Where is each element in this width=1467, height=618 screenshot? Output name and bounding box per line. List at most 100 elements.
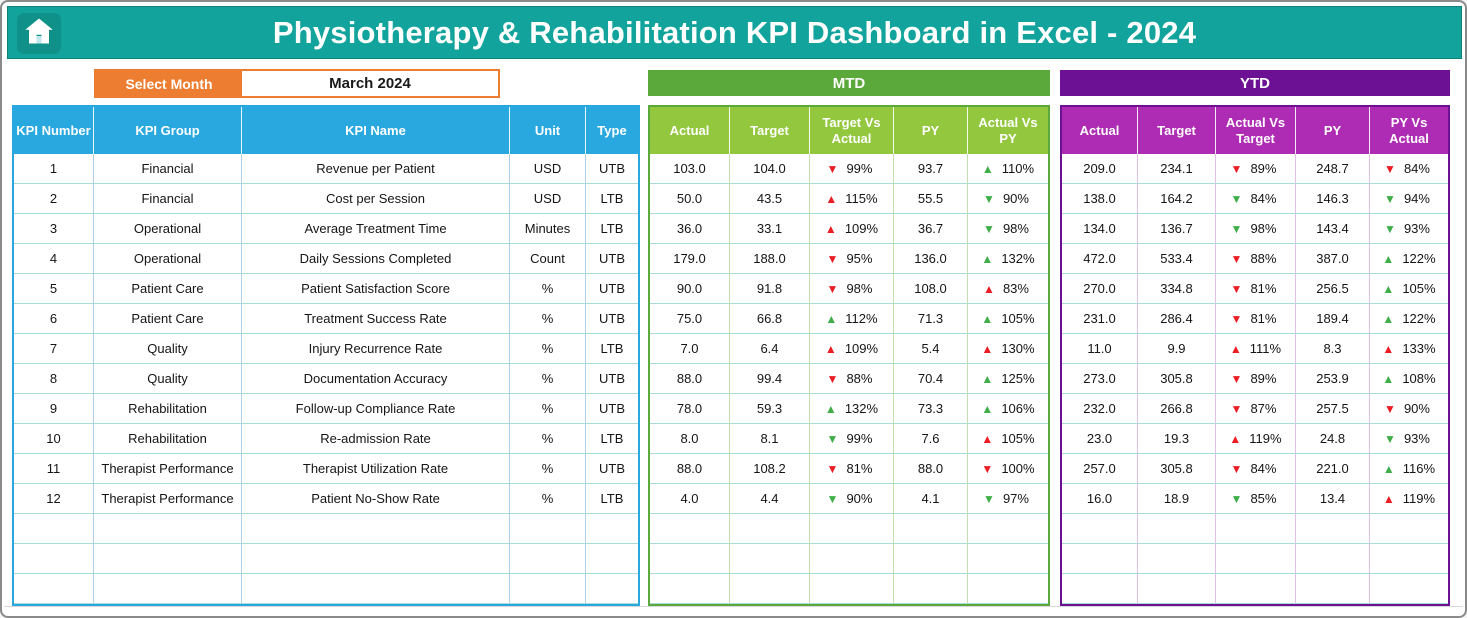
trend-arrow-icon: ▲ — [824, 341, 837, 356]
kpi-unit-cell: % — [510, 424, 586, 454]
mtd-section-header: MTD — [648, 70, 1050, 96]
kpi-group-cell: Operational — [94, 244, 242, 274]
ytd-target-cell: 266.8 — [1138, 394, 1216, 424]
kpi-unit-cell — [510, 514, 586, 544]
table-row: 50.0 43.5 ▲ 115% 55.5 ▼ 90% — [650, 184, 1048, 214]
app-header: Physiotherapy & Rehabilitation KPI Dashb… — [7, 6, 1462, 59]
select-month-label: Select Month — [96, 71, 242, 96]
ytd-py-cell: 221.0 — [1296, 454, 1370, 484]
kpi-unit-cell: % — [510, 394, 586, 424]
ytd-target-cell — [1138, 574, 1216, 604]
mtd-target-cell — [730, 514, 810, 544]
metric-value: 90% — [1403, 401, 1430, 416]
ytd-actual-vs-target-cell: ▼ 89% — [1216, 364, 1296, 394]
mtd-actual-cell: 179.0 — [650, 244, 730, 274]
table-row: 270.0 334.8 ▼ 81% 256.5 ▲ 105% — [1062, 274, 1448, 304]
trend-arrow-icon: ▲ — [981, 431, 994, 446]
kpi-group-cell — [94, 544, 242, 574]
kpi-name-cell: Documentation Accuracy — [242, 364, 510, 394]
ytd-target-cell: 305.8 — [1138, 364, 1216, 394]
table-row: 90.0 91.8 ▼ 98% 108.0 ▲ 83% — [650, 274, 1048, 304]
metric-value: 94% — [1403, 191, 1430, 206]
col-header-ytd-py-vs-actual: PY Vs Actual — [1370, 107, 1448, 154]
mtd-actual-vs-py-cell — [968, 514, 1048, 544]
ytd-actual-cell: 232.0 — [1062, 394, 1138, 424]
kpi-type-cell — [586, 544, 638, 574]
ytd-target-cell — [1138, 544, 1216, 574]
kpi-number-cell: 2 — [14, 184, 94, 214]
table-row: 16.0 18.9 ▼ 85% 13.4 ▲ 119% — [1062, 484, 1448, 514]
trend-arrow-icon: ▼ — [1384, 431, 1396, 446]
mtd-target-vs-actual-cell: ▼ 98% — [810, 274, 894, 304]
mtd-table-body: 103.0 104.0 ▼ 99% 93.7 ▲ 110% 50.0 43.5 … — [650, 154, 1048, 604]
trend-arrow-icon: ▲ — [1382, 251, 1395, 266]
kpi-name-cell: Follow-up Compliance Rate — [242, 394, 510, 424]
trend-arrow-icon: ▲ — [1229, 341, 1242, 356]
trend-arrow-icon: ▲ — [981, 311, 994, 326]
table-row — [14, 514, 638, 544]
ytd-target-cell: 164.2 — [1138, 184, 1216, 214]
mtd-py-cell: 136.0 — [894, 244, 968, 274]
ytd-py-vs-actual-cell: ▲ 133% — [1370, 334, 1448, 364]
metric-value: 98% — [1002, 221, 1029, 236]
ytd-py-cell: 8.3 — [1296, 334, 1370, 364]
mtd-actual-vs-py-cell: ▼ 97% — [968, 484, 1048, 514]
trend-arrow-icon: ▲ — [983, 281, 995, 296]
kpi-name-cell: Revenue per Patient — [242, 154, 510, 184]
trend-arrow-icon: ▼ — [826, 281, 839, 296]
mtd-actual-cell: 7.0 — [650, 334, 730, 364]
kpi-number-cell: 7 — [14, 334, 94, 364]
table-row: 10 Rehabilitation Re-admission Rate % LT… — [14, 424, 638, 454]
ytd-actual-vs-target-cell: ▼ 87% — [1216, 394, 1296, 424]
metric-value: 88% — [1250, 251, 1277, 266]
col-header-mtd-py: PY — [894, 107, 968, 154]
ytd-py-cell: 24.8 — [1296, 424, 1370, 454]
kpi-number-cell: 1 — [14, 154, 94, 184]
table-row — [14, 574, 638, 604]
metric-value: 130% — [1001, 341, 1035, 356]
kpi-group-cell: Financial — [94, 184, 242, 214]
ytd-table-header: Actual Target Actual Vs Target PY PY Vs … — [1062, 107, 1448, 154]
ytd-section-header: YTD — [1060, 70, 1450, 96]
mtd-target-cell — [730, 544, 810, 574]
mtd-actual-cell: 78.0 — [650, 394, 730, 424]
mtd-py-cell: 36.7 — [894, 214, 968, 244]
month-selector: Select Month March 2024 — [94, 69, 500, 98]
ytd-py-vs-actual-cell: ▼ 90% — [1370, 394, 1448, 424]
ytd-py-cell: 143.4 — [1296, 214, 1370, 244]
trend-arrow-icon: ▲ — [981, 341, 994, 356]
metric-value: 89% — [1250, 371, 1277, 386]
kpi-name-cell: Therapist Utilization Rate — [242, 454, 510, 484]
metric-value: 108% — [1402, 371, 1436, 386]
mtd-target-vs-actual-cell: ▲ 109% — [810, 334, 894, 364]
kpi-group-cell: Quality — [94, 364, 242, 394]
mtd-target-vs-actual-cell — [810, 574, 894, 604]
ytd-actual-cell: 231.0 — [1062, 304, 1138, 334]
mtd-py-cell: 70.4 — [894, 364, 968, 394]
ytd-table: Actual Target Actual Vs Target PY PY Vs … — [1060, 105, 1450, 606]
mtd-target-cell: 108.2 — [730, 454, 810, 484]
trend-arrow-icon: ▼ — [1384, 221, 1396, 236]
col-header-mtd-actual: Actual — [650, 107, 730, 154]
metric-value: 133% — [1402, 341, 1436, 356]
kpi-group-cell: Therapist Performance — [94, 454, 242, 484]
table-row: 472.0 533.4 ▼ 88% 387.0 ▲ 122% — [1062, 244, 1448, 274]
trend-arrow-icon: ▲ — [981, 401, 994, 416]
ytd-py-vs-actual-cell — [1370, 574, 1448, 604]
month-value-dropdown[interactable]: March 2024 — [242, 71, 498, 96]
home-button[interactable] — [17, 13, 61, 54]
metric-value: 99% — [846, 431, 873, 446]
trend-arrow-icon: ▼ — [981, 461, 994, 476]
ytd-actual-vs-target-cell: ▼ 85% — [1216, 484, 1296, 514]
metric-value: 98% — [846, 281, 873, 296]
ytd-actual-cell — [1062, 574, 1138, 604]
mtd-actual-vs-py-cell: ▲ 83% — [968, 274, 1048, 304]
ytd-py-vs-actual-cell: ▼ 93% — [1370, 214, 1448, 244]
metric-value: 90% — [846, 491, 873, 506]
kpi-name-cell — [242, 574, 510, 604]
ytd-actual-vs-target-cell: ▼ 84% — [1216, 184, 1296, 214]
ytd-target-cell: 533.4 — [1138, 244, 1216, 274]
mtd-actual-vs-py-cell: ▲ 132% — [968, 244, 1048, 274]
mtd-actual-vs-py-cell: ▲ 105% — [968, 304, 1048, 334]
mtd-target-cell: 188.0 — [730, 244, 810, 274]
